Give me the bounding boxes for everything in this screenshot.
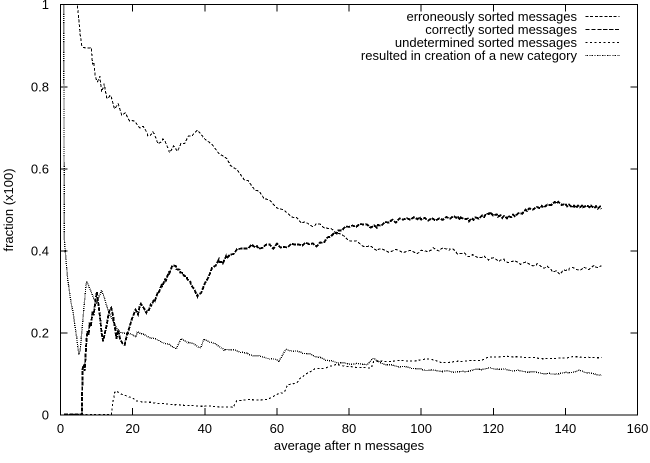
svg-text:80: 80 (342, 421, 356, 436)
svg-text:0: 0 (57, 421, 64, 436)
svg-text:undetermined sorted messages: undetermined sorted messages (395, 35, 578, 50)
svg-text:60: 60 (270, 421, 284, 436)
svg-text:resulted in creation of a new: resulted in creation of a new category (361, 48, 578, 63)
svg-text:fraction (x100): fraction (x100) (1, 168, 16, 251)
svg-text:average after n messages: average after n messages (274, 438, 425, 453)
svg-text:0.2: 0.2 (31, 325, 49, 340)
svg-text:1: 1 (42, 0, 49, 12)
svg-text:160: 160 (627, 421, 649, 436)
svg-text:0: 0 (42, 408, 49, 423)
svg-text:140: 140 (555, 421, 577, 436)
svg-text:20: 20 (125, 421, 139, 436)
svg-text:0.6: 0.6 (31, 161, 49, 176)
svg-text:120: 120 (482, 421, 504, 436)
svg-text:0.8: 0.8 (31, 79, 49, 94)
svg-text:correctly sorted messages: correctly sorted messages (425, 22, 577, 37)
svg-text:erroneously sorted messages: erroneously sorted messages (406, 9, 577, 24)
svg-text:100: 100 (410, 421, 432, 436)
svg-text:40: 40 (198, 421, 212, 436)
svg-text:0.4: 0.4 (31, 243, 49, 258)
